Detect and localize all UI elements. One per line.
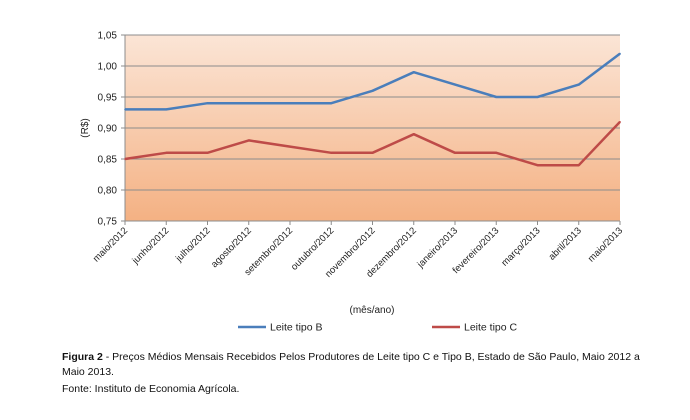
x-tick-label: janeiro/2013 <box>415 225 460 270</box>
data-point <box>619 52 621 55</box>
data-point <box>495 96 498 98</box>
y-tick-label: 0,95 <box>98 93 118 104</box>
y-tick-label: 0,75 <box>98 217 118 228</box>
legend-label: Leite tipo C <box>464 322 518 334</box>
x-tick-label: março/2013 <box>499 225 542 268</box>
data-point <box>412 133 415 135</box>
data-point <box>619 121 621 123</box>
x-tick-label: julho/2012 <box>173 225 212 264</box>
data-point <box>165 108 168 111</box>
y-tick-label: 0,80 <box>98 186 118 197</box>
data-point <box>577 83 580 86</box>
chart-svg: 0,750,800,850,900,951,001,05 maio/2012 ju… <box>80 31 625 334</box>
data-point <box>454 83 456 86</box>
data-point <box>536 96 539 98</box>
data-point <box>289 102 291 104</box>
figure-caption: Figura 2 - Preços Médios Mensais Recebid… <box>62 350 662 380</box>
data-point <box>330 152 333 154</box>
figure-label: Figura 2 <box>62 351 103 363</box>
x-tick-label: maio/2013 <box>586 225 625 264</box>
y-tick-label: 0,85 <box>98 155 118 166</box>
data-point <box>495 152 498 154</box>
y-tick-label: 1,00 <box>98 62 118 73</box>
data-point <box>371 152 374 154</box>
data-point <box>247 102 250 104</box>
data-point <box>124 158 126 160</box>
data-point <box>165 152 168 154</box>
figure-source: Fonte: Instituto de Economia Agrícola. <box>62 383 240 395</box>
data-point <box>454 152 456 154</box>
data-point <box>289 145 291 148</box>
data-point <box>536 164 539 166</box>
x-tick-label: maio/2012 <box>91 225 130 264</box>
data-point <box>330 102 333 104</box>
y-tick-label: 0,90 <box>98 124 118 135</box>
data-point <box>412 71 415 73</box>
figure-caption-text: - Preços Médios Mensais Recebidos Pelos … <box>62 351 640 378</box>
line-chart: 0,75 0,80 0,85 0,90 0,95 1,00 1,05 maio/2012 ju… <box>80 31 625 334</box>
y-tick-label: 1,05 <box>98 31 118 42</box>
data-point <box>206 152 209 154</box>
x-axis-label: (mês/ano) <box>349 305 394 316</box>
data-point <box>371 90 374 92</box>
data-point <box>577 164 580 166</box>
x-tick-label: junho/2012 <box>130 225 172 267</box>
legend-label: Leite tipo B <box>270 322 323 334</box>
y-axis-label: (R$) <box>80 118 91 137</box>
x-tick-label: abril/2013 <box>547 225 584 262</box>
data-point <box>206 102 209 104</box>
data-point <box>247 139 250 142</box>
data-point <box>124 108 126 111</box>
x-tick-label: agosto/2012 <box>209 225 254 270</box>
